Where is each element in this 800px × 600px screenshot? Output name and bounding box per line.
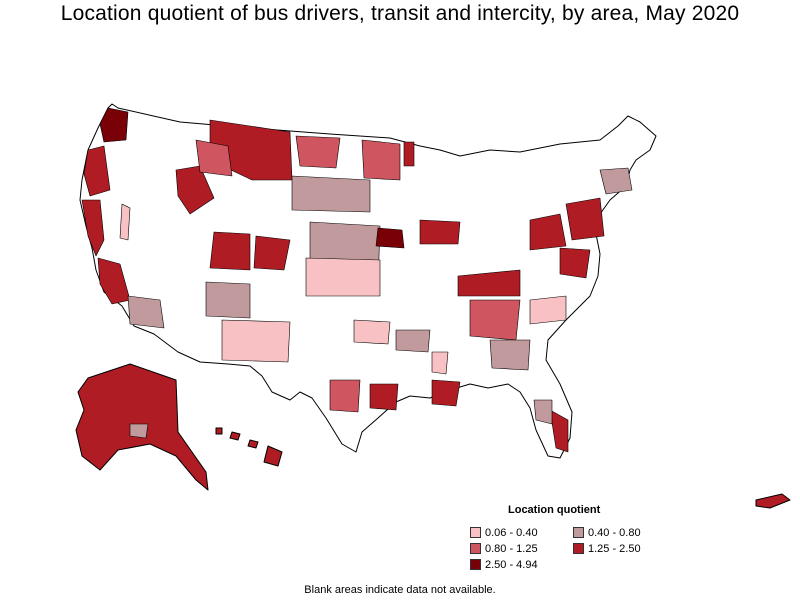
footnote: Blank areas indicate data not available. bbox=[304, 584, 496, 596]
region-carolinas bbox=[529, 295, 567, 325]
region-nebraska bbox=[291, 175, 371, 213]
hawaii-oahu bbox=[229, 431, 241, 441]
region-new-england bbox=[599, 167, 633, 195]
region-louisiana bbox=[431, 379, 461, 407]
legend-title: Location quotient bbox=[508, 504, 601, 516]
region-texas-central bbox=[329, 379, 361, 413]
legend-swatch bbox=[470, 543, 481, 554]
hawaii-big-island bbox=[263, 445, 283, 467]
region-new-mexico-south bbox=[221, 319, 291, 363]
region-oklahoma bbox=[353, 319, 391, 345]
region-florida-south bbox=[549, 409, 569, 453]
legend-item: 0.80 - 1.25 bbox=[470, 542, 573, 555]
region-colorado-front bbox=[253, 235, 291, 271]
region-chicago bbox=[375, 227, 405, 249]
legend-item: 2.50 - 4.94 bbox=[470, 558, 573, 571]
region-wyoming-north bbox=[209, 231, 251, 271]
legend-item: 0.06 - 0.40 bbox=[470, 526, 573, 539]
legend: Location quotient 0.06 - 0.40 0.40 - 0.8… bbox=[470, 504, 670, 571]
legend-label: 2.50 - 4.94 bbox=[485, 558, 538, 571]
region-arkansas bbox=[395, 329, 431, 353]
region-oregon-coast bbox=[83, 145, 111, 197]
region-appalachia bbox=[469, 299, 521, 341]
map-title: Location quotient of bus drivers, transi… bbox=[60, 2, 740, 25]
region-montana-west bbox=[195, 139, 233, 177]
region-indiana-ohio bbox=[419, 219, 461, 245]
region-california-south bbox=[97, 257, 131, 305]
region-pennsylvania bbox=[529, 213, 567, 251]
hawaii-kauai bbox=[215, 427, 223, 435]
legend-item: 1.25 - 2.50 bbox=[573, 542, 670, 555]
legend-swatch bbox=[470, 527, 481, 538]
region-tennessee bbox=[457, 269, 521, 297]
region-arizona-mid bbox=[127, 295, 165, 329]
legend-label: 0.80 - 1.25 bbox=[485, 542, 538, 555]
legend-grid: 0.06 - 0.40 0.40 - 0.80 0.80 - 1.25 1.25… bbox=[470, 526, 670, 571]
puerto-rico-outline bbox=[755, 493, 791, 509]
region-texas-houston bbox=[369, 383, 399, 411]
region-california-north bbox=[81, 199, 105, 257]
legend-swatch bbox=[573, 527, 584, 538]
legend-swatch bbox=[573, 543, 584, 554]
region-north-dakota bbox=[295, 135, 341, 169]
hawaii-maui bbox=[247, 439, 259, 449]
region-maryland-dc bbox=[559, 247, 591, 279]
legend-label: 0.40 - 0.80 bbox=[588, 526, 641, 539]
region-kansas bbox=[305, 257, 381, 297]
legend-label: 1.25 - 2.50 bbox=[588, 542, 641, 555]
legend-item: 0.40 - 0.80 bbox=[573, 526, 670, 539]
region-nevada-pink bbox=[119, 203, 131, 241]
region-washington-west bbox=[99, 107, 129, 143]
legend-label: 0.06 - 0.40 bbox=[485, 526, 538, 539]
region-new-mexico-north bbox=[205, 281, 251, 319]
region-minnesota bbox=[361, 139, 401, 181]
region-florida-west bbox=[533, 399, 553, 425]
legend-swatch bbox=[470, 559, 481, 570]
region-michigan bbox=[403, 141, 415, 167]
region-mississippi bbox=[431, 351, 449, 375]
region-georgia bbox=[489, 339, 531, 371]
region-new-jersey-ny bbox=[565, 197, 605, 241]
region-idaho bbox=[175, 165, 215, 215]
region-alaska-southeast bbox=[129, 423, 149, 439]
